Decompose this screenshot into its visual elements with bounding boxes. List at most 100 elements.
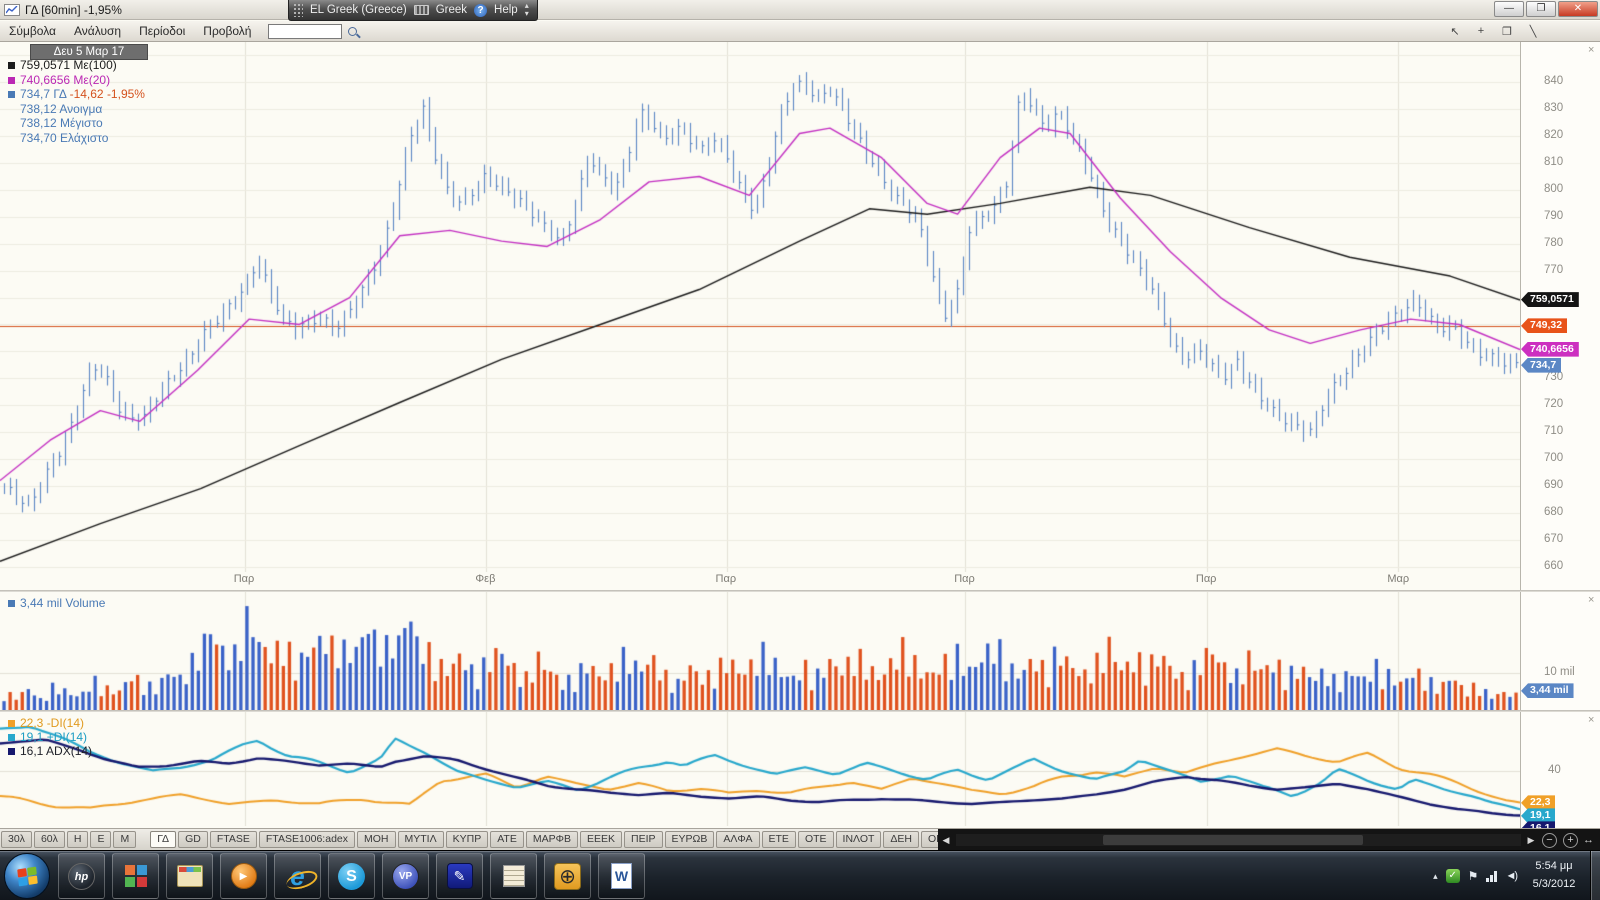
start-button[interactable] — [4, 853, 50, 899]
scrollbar-thumb[interactable] — [1102, 835, 1363, 845]
network-icon[interactable] — [1486, 870, 1498, 882]
taskbar-clock[interactable]: 5:54 μμ 5/3/2012 — [1522, 857, 1586, 893]
tab-ΓΔ[interactable]: ΓΔ — [150, 831, 177, 848]
taskbar-button-hp-launcher-icon[interactable]: hp — [58, 853, 105, 899]
price-chart-canvas[interactable] — [0, 42, 1520, 572]
language-bar-title[interactable]: EL Greek (Greece) — [310, 4, 407, 16]
crosshair-tool-icon[interactable]: + — [1477, 24, 1485, 37]
symbol-swatch — [8, 91, 15, 98]
tab-ΕΤΕ[interactable]: ΕΤΕ — [761, 831, 796, 848]
price-legend: 759,0571 Με(100) 740,6656 Με(20) 734,7 Γ… — [8, 58, 145, 145]
volume-panel-close-icon[interactable]: × — [1588, 594, 1595, 606]
tab-ΜΥΤΙΛ[interactable]: ΜΥΤΙΛ — [397, 831, 444, 848]
tab-Ε[interactable]: Ε — [90, 831, 112, 848]
notes-app-icon — [502, 865, 525, 887]
menu-view[interactable]: Προβολή — [203, 24, 252, 38]
organizer-app-icon — [176, 865, 203, 887]
volume-legend: 3,44 mil Volume — [8, 596, 105, 610]
taskbar-button-globe-app-icon[interactable]: ⊕ — [544, 853, 591, 899]
open-label: 738,12 Ανοιγμα — [20, 101, 103, 116]
window-title-bar: ΓΔ [60min] -1,95% — ❐ ✕ — [0, 0, 1600, 20]
ma20-legend-label: 740,6656 Με(20) — [20, 72, 111, 87]
tab-ΠΕΙΡ[interactable]: ΠΕΙΡ — [624, 831, 663, 848]
taskbar-button-pen-app-icon[interactable]: ✎ — [436, 853, 483, 899]
tab-ΑΛΦΑ[interactable]: ΑΛΦΑ — [716, 831, 760, 848]
time-axis-label: Παρ — [1195, 573, 1217, 585]
tab-FTASE[interactable]: FTASE — [209, 831, 257, 848]
language-bar-options-icon[interactable]: ▴ ▾ — [524, 1, 529, 18]
tab-ΕΕΕΚ[interactable]: ΕΕΕΚ — [580, 831, 623, 848]
keyboard-layout-label[interactable]: Greek — [435, 4, 468, 16]
zoom-in-button[interactable]: + — [1563, 832, 1578, 848]
time-axis-label: Φεβ — [475, 573, 496, 585]
clock-time: 5:54 μμ — [1535, 860, 1573, 872]
taskbar-button-internet-explorer-icon[interactable]: e — [274, 853, 321, 899]
change-label: -14,62 -1,95% — [69, 87, 145, 101]
high-label: 738,12 Μέγιστο — [20, 116, 103, 130]
taskbar-button-skype-icon[interactable]: S — [328, 853, 375, 899]
menu-bar: Σύμβολα Ανάλυση Περίοδοι Προβολή ↖ + ❐ ╲ — [0, 21, 1600, 42]
volume-legend-label: 3,44 mil Volume — [20, 596, 106, 610]
taskbar-button-vp-app-icon[interactable]: VP — [382, 853, 429, 899]
pointer-tool-icon[interactable]: ↖ — [1450, 25, 1460, 38]
tab-ΜΟΗ[interactable]: ΜΟΗ — [357, 831, 396, 848]
photo-app-icon — [124, 865, 147, 887]
tab-ΙΝΛΟΤ[interactable]: ΙΝΛΟΤ — [835, 831, 882, 848]
tab-Η[interactable]: Η — [66, 831, 89, 848]
menu-periods[interactable]: Περίοδοι — [139, 24, 186, 38]
tab-30λ[interactable]: 30λ — [1, 831, 32, 848]
symbol-search-input[interactable] — [268, 23, 343, 39]
price-panel-close-icon[interactable]: × — [1588, 44, 1595, 56]
volume-icon[interactable]: ◄) — [1505, 870, 1517, 882]
tab-ΑΤΕ[interactable]: ΑΤΕ — [490, 831, 524, 848]
action-center-icon[interactable]: ⚑ — [1467, 869, 1479, 883]
windows-logo-icon — [16, 866, 38, 886]
trendline-tool-icon[interactable]: ╲ — [1529, 25, 1537, 38]
taskbar-button-notes-app-icon[interactable] — [490, 853, 537, 899]
antivirus-icon[interactable]: ✓ — [1445, 869, 1460, 883]
zoom-out-button[interactable]: − — [1542, 832, 1557, 848]
taskbar-button-organizer-app-icon[interactable] — [166, 853, 213, 899]
tab-ΜΑΡΦΒ[interactable]: ΜΑΡΦΒ — [525, 831, 578, 848]
time-axis-label: Μαρ — [1387, 573, 1410, 585]
last-price-label: 734,7 ΓΔ — [20, 87, 67, 101]
tab-ΕΥΡΩΒ[interactable]: ΕΥΡΩΒ — [664, 831, 715, 848]
time-axis-label: Παρ — [233, 573, 255, 585]
taskbar-button-media-player-icon[interactable]: ▶ — [220, 853, 267, 899]
minimize-button[interactable]: — — [1494, 1, 1524, 17]
taskbar-button-photo-app-icon[interactable] — [112, 853, 159, 899]
close-button[interactable]: ✕ — [1558, 1, 1598, 17]
dmi-panel-close-icon[interactable]: × — [1588, 714, 1595, 726]
panel-divider[interactable] — [0, 710, 1600, 712]
tab-GD[interactable]: GD — [178, 831, 208, 848]
maximize-button[interactable]: ❐ — [1526, 1, 1556, 17]
volume-chart-canvas[interactable] — [0, 592, 1520, 710]
dmi-chart-canvas[interactable] — [0, 712, 1520, 826]
tab-ΔΕΗ[interactable]: ΔΕΗ — [883, 831, 920, 848]
scroll-left-button[interactable]: ◀ — [942, 834, 950, 845]
fit-width-icon[interactable]: ↔ — [1583, 834, 1594, 846]
scroll-right-button[interactable]: ▶ — [1527, 834, 1535, 845]
taskbar-button-word-icon[interactable]: W — [598, 853, 645, 899]
hidden-icons-button[interactable]: ▴ — [1433, 870, 1438, 881]
windows-taskbar: hp ▶ e S VP ✎ ⊕ W ▴ ✓ ⚑ ◄) 5:54 μμ 5/3/2012 — [0, 850, 1600, 900]
low-label: 734,70 Ελάχιστο — [20, 130, 109, 145]
tab-ΟΤΕ[interactable]: ΟΤΕ — [797, 831, 834, 848]
show-desktop-button[interactable] — [1590, 851, 1600, 900]
keyboard-icon — [413, 5, 429, 15]
scrollbar-track[interactable] — [956, 834, 1521, 846]
tab-Μ[interactable]: Μ — [113, 831, 137, 848]
search-icon[interactable] — [348, 26, 358, 36]
menu-symbols[interactable]: Σύμβολα — [9, 24, 56, 38]
help-button[interactable]: Help — [494, 4, 518, 16]
language-bar-grip-handle[interactable] — [293, 3, 303, 17]
language-bar[interactable]: EL Greek (Greece) Greek ? Help ▴ ▾ — [288, 0, 538, 21]
panel-divider[interactable] — [0, 590, 1600, 592]
tab-ΚΥΠΡ[interactable]: ΚΥΠΡ — [445, 831, 489, 848]
new-window-tool-icon[interactable]: ❐ — [1502, 25, 1512, 38]
di-plus-legend-label: 19,1 +DI(14) — [20, 730, 88, 744]
menu-analysis[interactable]: Ανάλυση — [74, 24, 122, 38]
tab-FTASE1006:adex[interactable]: FTASE1006:adex — [258, 831, 355, 848]
tab-60λ[interactable]: 60λ — [33, 831, 65, 848]
